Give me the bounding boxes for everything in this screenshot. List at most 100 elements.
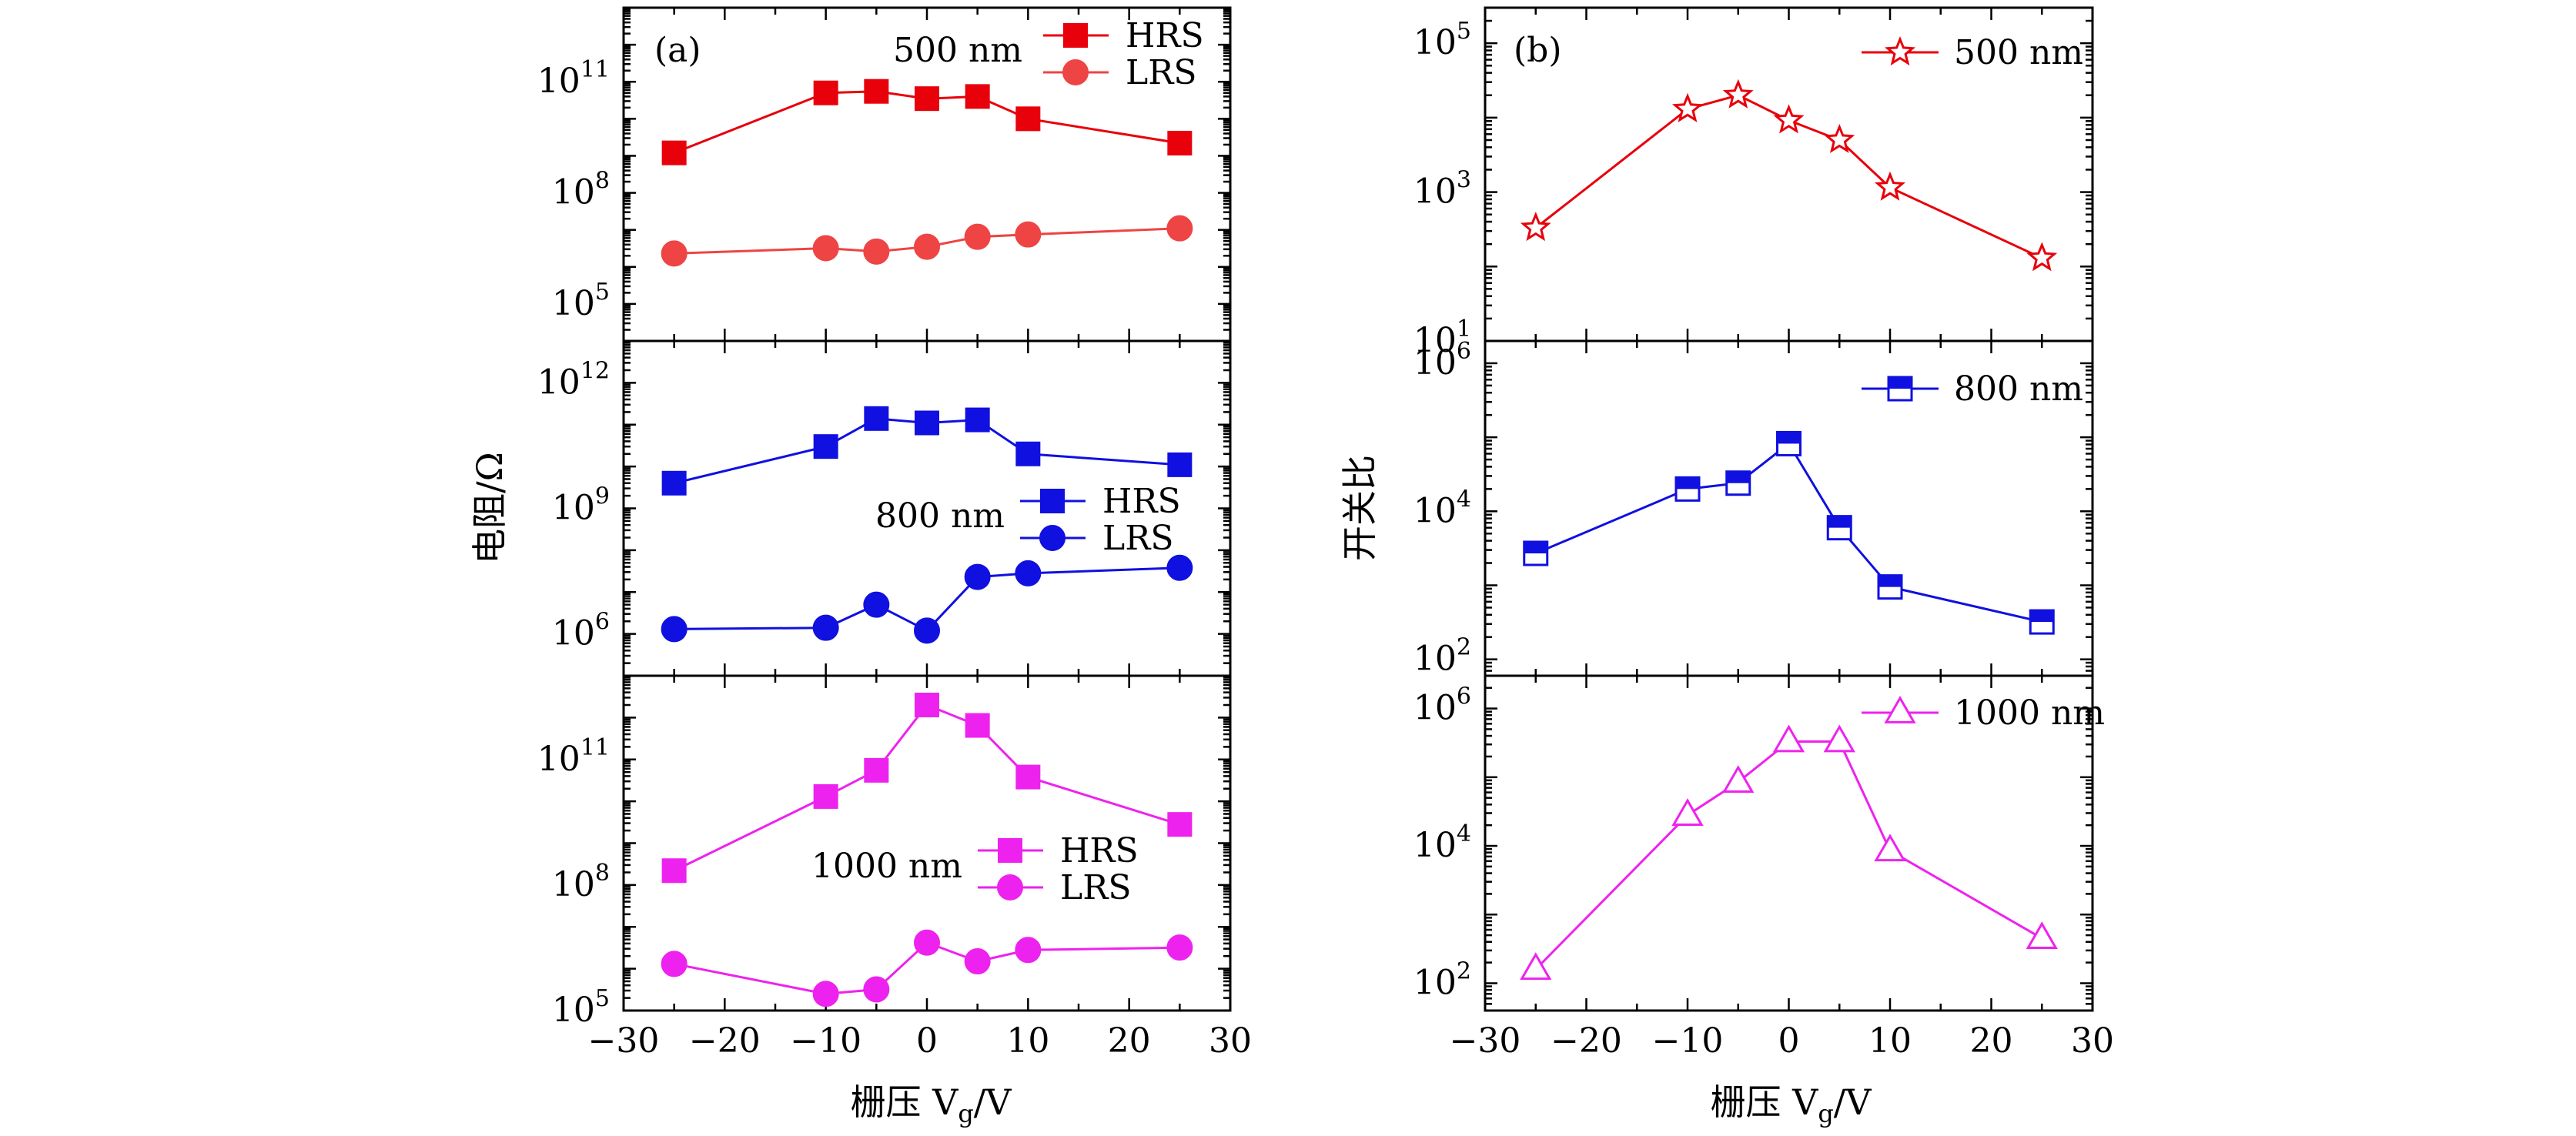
y-tick-base: 10 — [1413, 640, 1457, 679]
y-tick-label-a-bot: 108 — [552, 860, 610, 904]
y-tick-base: 10 — [537, 363, 580, 402]
data-point-b-bot-1000-nm — [1520, 952, 1552, 981]
legend-marker-a-top — [1063, 23, 1088, 48]
data-point-a-mid-LRS — [1166, 554, 1193, 581]
x-title-left-main: 栅压 V — [850, 1081, 958, 1123]
data-point-b-bot-1000-nm — [1671, 798, 1704, 826]
y-axis-title-left: 电阻/Ω — [469, 452, 510, 564]
y-tick-base: 10 — [1413, 172, 1457, 212]
data-point-a-mid-HRS — [813, 434, 838, 459]
y-tick-exp: 6 — [595, 609, 610, 636]
data-point-a-top-HRS — [915, 86, 939, 112]
y-tick-base: 10 — [552, 173, 595, 212]
data-point-a-bot-LRS — [1015, 937, 1042, 964]
data-point-a-bot-HRS — [813, 784, 838, 809]
data-point-b-bot-1000-nm — [2026, 921, 2058, 950]
x-tick-label-a-bot: −20 — [689, 1021, 761, 1061]
data-point-b-mid-800-nm-fill — [1828, 516, 1852, 528]
y-tick-label-a-mid: 109 — [552, 483, 610, 528]
y-tick-exp: 5 — [595, 279, 610, 306]
data-point-b-mid-800-nm — [1725, 470, 1751, 496]
x-tick-label-b-bot: 30 — [2071, 1021, 2114, 1061]
data-point-a-top-HRS — [661, 140, 687, 165]
data-point-a-top-HRS — [864, 79, 889, 104]
plot-frame-a-bot — [622, 674, 1232, 1012]
data-point-b-mid-800-nm — [2029, 609, 2055, 635]
y-tick-exp: 3 — [1457, 167, 1471, 194]
legend-marker-a-bot — [998, 838, 1022, 863]
x-tick-label-b-bot: −30 — [1450, 1021, 1521, 1061]
y-tick-label-b-top: 105 — [1413, 18, 1471, 62]
data-point-a-top-LRS — [914, 233, 940, 260]
x-title-right-main: 栅压 V — [1710, 1081, 1818, 1123]
data-point-b-bot-1000-nm — [1772, 724, 1805, 753]
y-tick-exp: 4 — [1457, 486, 1471, 513]
data-point-a-bot-LRS — [1166, 934, 1193, 961]
y-tick-exp: 5 — [595, 985, 610, 1012]
series-group-label-a-bot: 1000 nm — [811, 847, 962, 886]
data-point-a-top-LRS — [964, 223, 991, 250]
y-tick-label-b-top: 101 — [1413, 316, 1471, 360]
data-point-a-top-LRS — [812, 235, 839, 262]
data-point-b-mid-800-nm — [1776, 430, 1802, 456]
data-point-a-mid-HRS — [1015, 441, 1041, 466]
data-point-b-bot-1000-nm — [1722, 765, 1755, 793]
data-point-b-mid-800-nm — [1877, 574, 1903, 600]
data-point-a-bot-LRS — [812, 981, 839, 1007]
legend-label-b-bot: 1000 nm — [1954, 693, 2105, 733]
x-tick-label-a-bot: 20 — [1108, 1021, 1151, 1061]
series-group-label-a-mid: 800 nm — [875, 496, 1005, 536]
data-point-b-bot-1000-nm — [1823, 724, 1855, 753]
y-tick-base: 10 — [1413, 321, 1457, 360]
y-tick-label-b-top: 103 — [1413, 167, 1471, 212]
y-tick-base: 10 — [537, 62, 580, 101]
legend-marker-a-top — [1062, 59, 1089, 85]
y-tick-base: 10 — [552, 489, 595, 528]
x-title-right-unit: /V — [1834, 1081, 1872, 1123]
data-point-a-mid-LRS — [914, 617, 940, 644]
y-tick-label-b-mid: 102 — [1413, 634, 1471, 679]
data-point-a-bot-HRS — [915, 693, 939, 718]
data-point-a-bot-LRS — [661, 951, 687, 977]
legend-marker-b-top — [1884, 35, 1916, 66]
y-tick-label-a-top: 108 — [552, 168, 610, 212]
y-tick-base: 10 — [1413, 963, 1457, 1002]
x-axis-title-right: 栅压 Vg/V — [1710, 1081, 1872, 1128]
y-tick-exp: 5 — [1457, 18, 1471, 45]
x-tick-label-b-bot: 10 — [1868, 1021, 1912, 1061]
x-tick-label-a-bot: −10 — [790, 1021, 861, 1061]
data-point-a-top-HRS — [813, 80, 838, 105]
data-point-b-top-500-nm — [1671, 92, 1704, 122]
data-point-b-top-500-nm — [1824, 124, 1855, 153]
legend-label-a-mid: HRS — [1102, 482, 1181, 521]
y-tick-exp: 6 — [1457, 683, 1471, 710]
y-tick-exp: 6 — [1457, 338, 1471, 365]
y-tick-base: 10 — [1413, 23, 1457, 62]
data-point-a-mid-LRS — [1015, 560, 1042, 586]
panel-label-b: (b) — [1514, 31, 1562, 70]
data-point-b-mid-800-nm-fill — [1777, 432, 1801, 444]
y-tick-label-b-bot: 104 — [1413, 820, 1471, 865]
y-tick-base: 10 — [1413, 826, 1457, 865]
x-tick-label-a-bot: 30 — [1209, 1021, 1252, 1061]
data-point-b-mid-800-nm-fill — [1726, 471, 1750, 483]
x-tick-label-a-bot: −30 — [588, 1021, 660, 1061]
x-axis-title-left: 栅压 Vg/V — [850, 1081, 1012, 1128]
y-tick-label-b-mid: 104 — [1413, 486, 1471, 530]
legend-marker-b-mid — [1887, 376, 1913, 402]
data-point-b-mid-800-nm — [1674, 476, 1701, 502]
x-tick-label-b-bot: −10 — [1652, 1021, 1724, 1061]
data-point-a-mid-HRS — [661, 470, 687, 496]
y-tick-base: 10 — [1413, 343, 1457, 383]
data-point-b-mid-800-nm-fill — [1676, 477, 1699, 489]
data-point-a-bot-HRS — [1015, 764, 1041, 790]
y-tick-base: 10 — [552, 284, 595, 323]
y-tick-base: 10 — [537, 740, 580, 779]
legend-label-b-mid: 800 nm — [1954, 369, 2083, 409]
series-group-label-a-top: 500 nm — [893, 31, 1022, 70]
data-point-a-bot-HRS — [864, 757, 889, 783]
x-tick-label-b-bot: 20 — [1970, 1021, 2013, 1061]
data-point-a-bot-HRS — [661, 858, 687, 884]
data-point-b-top-500-nm — [1722, 79, 1754, 109]
data-point-a-top-LRS — [1166, 215, 1193, 242]
